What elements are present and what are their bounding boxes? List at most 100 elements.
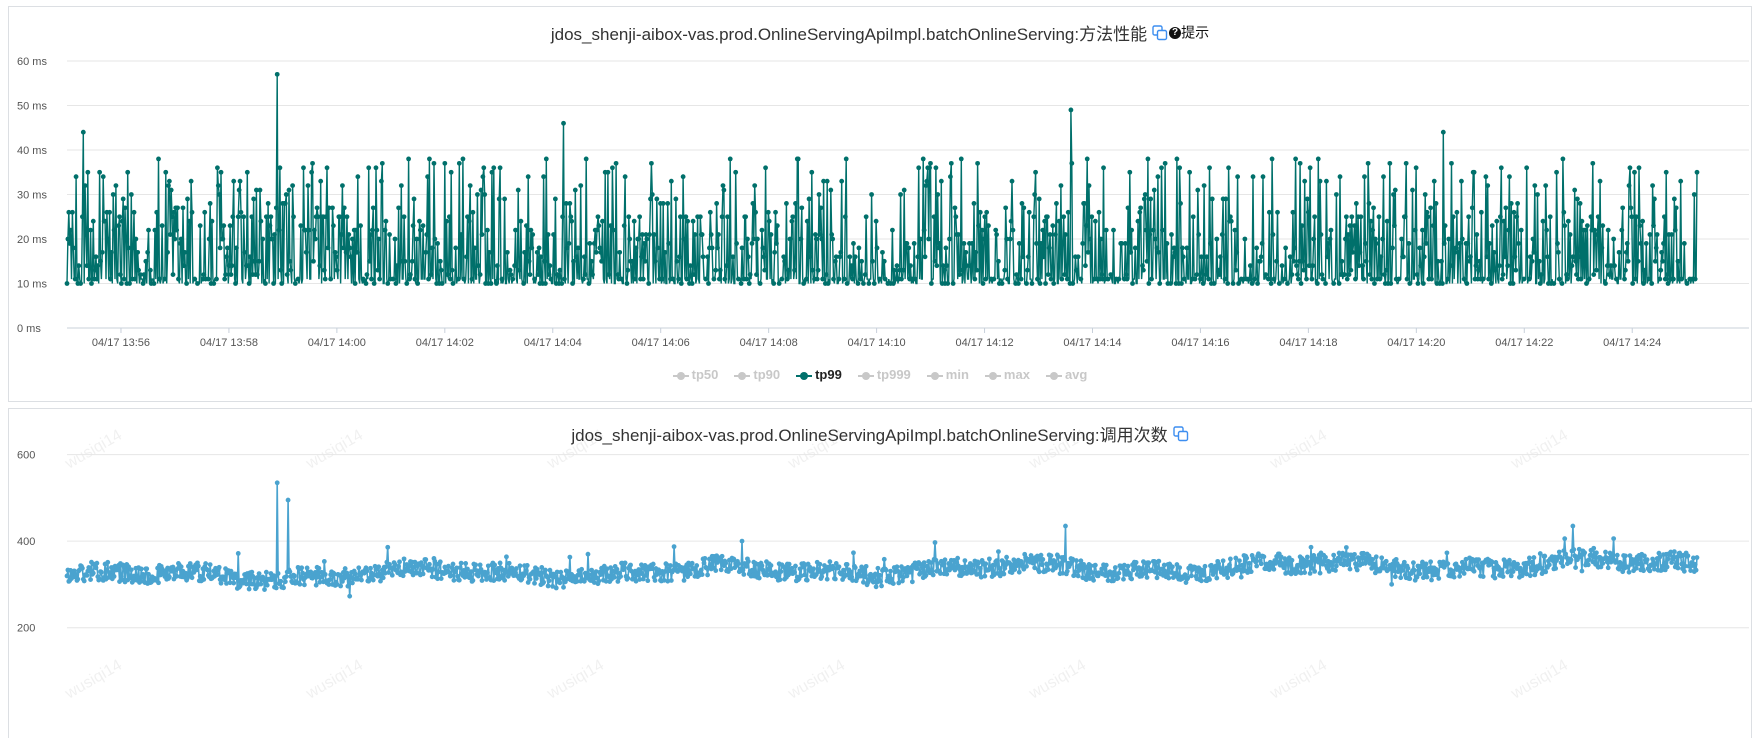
calls-point [1342,558,1347,564]
question-circle-icon[interactable]: ? [1169,26,1182,39]
tp99-point [423,249,429,255]
tp99-point [1372,281,1377,286]
tp99-point [586,281,592,286]
tp99-point [89,281,94,286]
tp99-point [825,281,831,286]
calls-point [1155,565,1161,571]
tp99-point [935,192,941,197]
tp99-point [1169,232,1174,237]
tp99-point [352,281,358,286]
calls-point [1560,563,1566,569]
calls-point [774,571,780,577]
tp99-point [1268,281,1274,286]
calls-point [345,583,351,589]
calls-point [1052,559,1058,565]
calls-point [1598,564,1604,570]
tp99-point [207,201,213,206]
calls-point [1445,561,1451,567]
calls-point [1450,570,1456,576]
calls-point [919,565,925,570]
calls-point [1000,559,1006,565]
tp99-point [964,263,970,269]
tp99-point [1573,258,1578,264]
tp99-point [228,272,234,277]
tp99-point [1328,227,1334,233]
legend-item-min[interactable]: min [926,367,969,382]
legend-item-tp50[interactable]: tp50 [672,367,718,382]
tp99-point [188,178,194,184]
calls-point [1075,573,1081,579]
tp99-point [568,214,574,220]
performance-chart-title-bar: jdos_shenji-aibox-vas.prod.OnlineServing… [9,20,1751,45]
legend-item-avg[interactable]: avg [1045,367,1087,382]
tp99-point [406,156,411,162]
tp99-point [1613,276,1619,282]
tp99-point [332,249,338,255]
legend-item-tp90[interactable]: tp90 [734,367,780,382]
tp99-point [1236,281,1241,286]
tp99-point [546,272,552,277]
calls-point [701,560,707,566]
tp99-point [215,183,221,189]
tp99-point [306,227,312,233]
tp99-point [326,205,332,211]
tp99-point [1612,263,1617,269]
calls-point [497,560,503,566]
tp99-point [1235,174,1241,180]
legend-marker-icon [734,371,751,381]
tp99-point [118,281,124,286]
calls-point [844,562,850,567]
tp99-point [220,236,226,242]
calls-point [146,571,151,577]
calls-point [1207,577,1212,582]
calls-point [1619,561,1625,567]
tp99-point [1218,254,1223,260]
tp99-point [1348,267,1354,273]
calls-point [272,574,278,580]
tp99-point [1263,272,1269,277]
calls-point [1688,568,1694,574]
calls-point [338,583,344,589]
tp99-point [94,276,100,282]
calls-point [807,564,813,570]
watermark: wusiqi14 [1267,657,1330,703]
tp99-point [697,214,703,220]
tp99-point [460,156,466,162]
tp99-point [1675,258,1681,264]
tp99-point [1062,272,1067,277]
tp99-point [358,223,363,229]
tp99-point [1172,249,1178,255]
tp99-point [1489,223,1495,229]
calls-point [745,559,751,564]
calls-point [1296,562,1302,568]
tp99-point [581,254,587,260]
legend-item-max[interactable]: max [984,367,1030,382]
calls-point [1004,554,1009,560]
tp99-point [305,183,311,189]
tp99-point [122,205,128,211]
tp99-point [771,281,777,286]
tp99-point [646,281,652,286]
calls-point [1174,562,1180,567]
calls-point [251,581,257,587]
copy-icon[interactable] [1152,24,1168,41]
tp99-point [118,272,123,277]
tp99-point [798,236,804,242]
calls-point [347,593,353,599]
hint-label[interactable]: 提示 [1181,24,1210,41]
copy-icon[interactable] [1172,425,1189,442]
calls-point [358,573,363,578]
tp99-point [1252,276,1258,282]
legend-item-tp99[interactable]: tp99 [796,367,842,382]
tp99-point [596,223,602,229]
calls-point [645,578,651,584]
tp99-point [218,169,224,175]
calls-point [380,575,386,581]
y-tick-label: 600 [17,450,35,462]
tp99-point [252,258,257,264]
legend-item-tp999[interactable]: tp999 [857,367,911,382]
tp99-point [1516,241,1521,246]
tp99-point [1034,276,1040,282]
tp99-point [920,156,926,162]
calls-point [633,578,639,584]
